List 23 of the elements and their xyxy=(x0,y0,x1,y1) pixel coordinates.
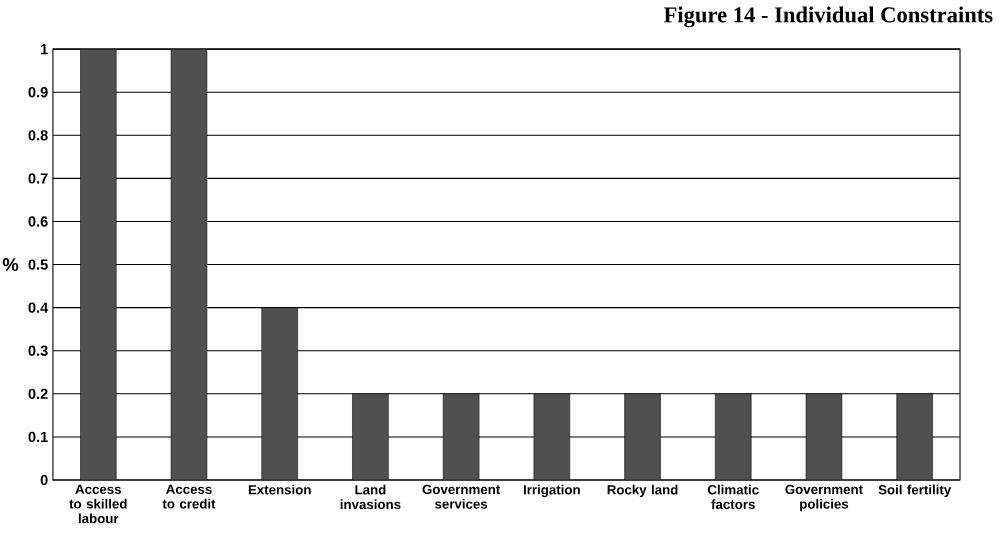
y-tick-label: 0.7 xyxy=(28,173,48,184)
y-tick-label: 0.3 xyxy=(28,345,48,357)
x-tick-label: Soil fertility xyxy=(878,484,952,498)
y-tick-label: 0 xyxy=(40,474,48,486)
y-tick-label: 0.1 xyxy=(28,431,48,443)
chart-title: Figure 14 - Individual Constraints xyxy=(663,6,993,28)
y-tick-label: 0.8 xyxy=(28,130,48,141)
y-tick-label: 0.4 xyxy=(28,302,49,313)
x-tick-label: Government policies xyxy=(785,484,863,512)
x-tick-label: Irrigation xyxy=(523,484,580,498)
x-tick-label: Government services xyxy=(422,484,501,509)
y-tick-label: 1 xyxy=(41,44,48,55)
x-tick-label: Rocky land xyxy=(607,484,678,498)
x-tick-label: Access to credit xyxy=(162,484,216,509)
y-tick-label: 0.5 xyxy=(28,259,48,270)
x-tick-label: Extension xyxy=(248,484,311,495)
x-tick-label: Land invasions xyxy=(340,484,401,510)
y-tick-label: 0.2 xyxy=(28,388,48,400)
x-tick-label: Access to skilled labour xyxy=(69,484,127,524)
y-tick-label: 0.9 xyxy=(28,87,48,98)
y-tick-label: 0.6 xyxy=(28,216,48,227)
x-tick-label: Climatic factors xyxy=(707,484,759,510)
y-axis-title: % xyxy=(2,258,19,272)
